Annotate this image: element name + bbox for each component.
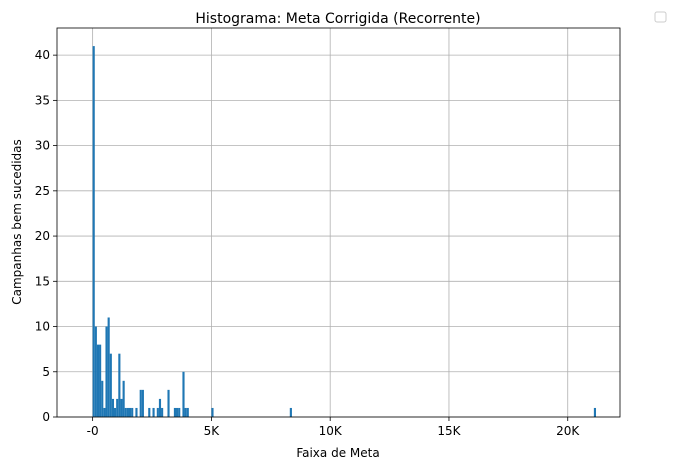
histogram-bar bbox=[156, 407, 159, 417]
y-tick-label: 25 bbox=[35, 184, 50, 198]
histogram-bar bbox=[105, 326, 108, 417]
histogram-bar bbox=[186, 407, 189, 417]
plot-frame bbox=[56, 27, 621, 418]
grid-lines bbox=[57, 28, 620, 418]
histogram-bar bbox=[126, 407, 129, 417]
histogram-bar bbox=[120, 398, 123, 417]
histogram-bar bbox=[124, 407, 127, 417]
y-tick-label: 5 bbox=[42, 365, 50, 379]
x-tick-label: -0 bbox=[87, 424, 99, 438]
histogram-bar bbox=[167, 389, 170, 417]
histogram-bar bbox=[182, 371, 185, 417]
y-axis-label: Campanhas bem sucedidas bbox=[10, 139, 24, 305]
histogram-bar bbox=[178, 407, 181, 417]
histogram-bar bbox=[118, 353, 121, 417]
histogram-bar bbox=[101, 380, 104, 417]
histogram-bar bbox=[593, 407, 597, 417]
histogram-bar bbox=[109, 353, 112, 417]
x-axis-label: Faixa de Meta bbox=[296, 446, 379, 460]
histogram-bar bbox=[131, 407, 134, 417]
histogram-bar bbox=[173, 407, 177, 417]
y-tick-label: 15 bbox=[35, 274, 50, 288]
histogram-bar bbox=[289, 407, 292, 417]
histogram-bar bbox=[161, 407, 164, 417]
histogram-bar bbox=[152, 407, 155, 417]
axis-ticks: -0 5K 10K 15K 20K 0 5 10 15 20 25 30 35 40 bbox=[35, 48, 581, 438]
histogram-bar bbox=[107, 317, 110, 417]
histogram-bar bbox=[116, 398, 119, 417]
legend-box[interactable] bbox=[654, 11, 667, 23]
histogram-bar bbox=[148, 407, 151, 417]
histogram-bar bbox=[92, 46, 95, 418]
x-tick-label: 5K bbox=[204, 424, 221, 438]
histogram-bar bbox=[99, 344, 102, 417]
y-tick-label: 0 bbox=[42, 410, 50, 424]
histogram-bar bbox=[176, 407, 179, 417]
histogram-bar bbox=[94, 326, 97, 417]
histogram-bar bbox=[111, 398, 115, 417]
y-tick-label: 20 bbox=[35, 229, 50, 243]
chart-title: Histograma: Meta Corrigida (Recorrente) bbox=[195, 11, 480, 27]
histogram-bar bbox=[139, 389, 142, 417]
histogram-bar bbox=[135, 407, 138, 417]
y-tick-label: 40 bbox=[35, 48, 50, 62]
y-tick-label: 35 bbox=[35, 93, 50, 107]
histogram-bar bbox=[141, 389, 144, 417]
histogram-bar bbox=[128, 407, 132, 417]
histogram-bar bbox=[184, 407, 187, 417]
x-tick-label: 20K bbox=[556, 424, 580, 438]
histogram-bar bbox=[158, 398, 162, 417]
histogram-bar bbox=[96, 344, 100, 417]
histogram-bar bbox=[122, 380, 125, 417]
x-tick-label: 15K bbox=[437, 424, 461, 438]
histogram-bar bbox=[103, 407, 106, 417]
histogram-bar bbox=[211, 407, 214, 417]
histogram-bars bbox=[92, 46, 597, 418]
y-tick-label: 10 bbox=[35, 320, 50, 334]
x-tick-label: 10K bbox=[319, 424, 343, 438]
y-tick-label: 30 bbox=[35, 139, 50, 153]
histogram-bar bbox=[114, 407, 117, 417]
